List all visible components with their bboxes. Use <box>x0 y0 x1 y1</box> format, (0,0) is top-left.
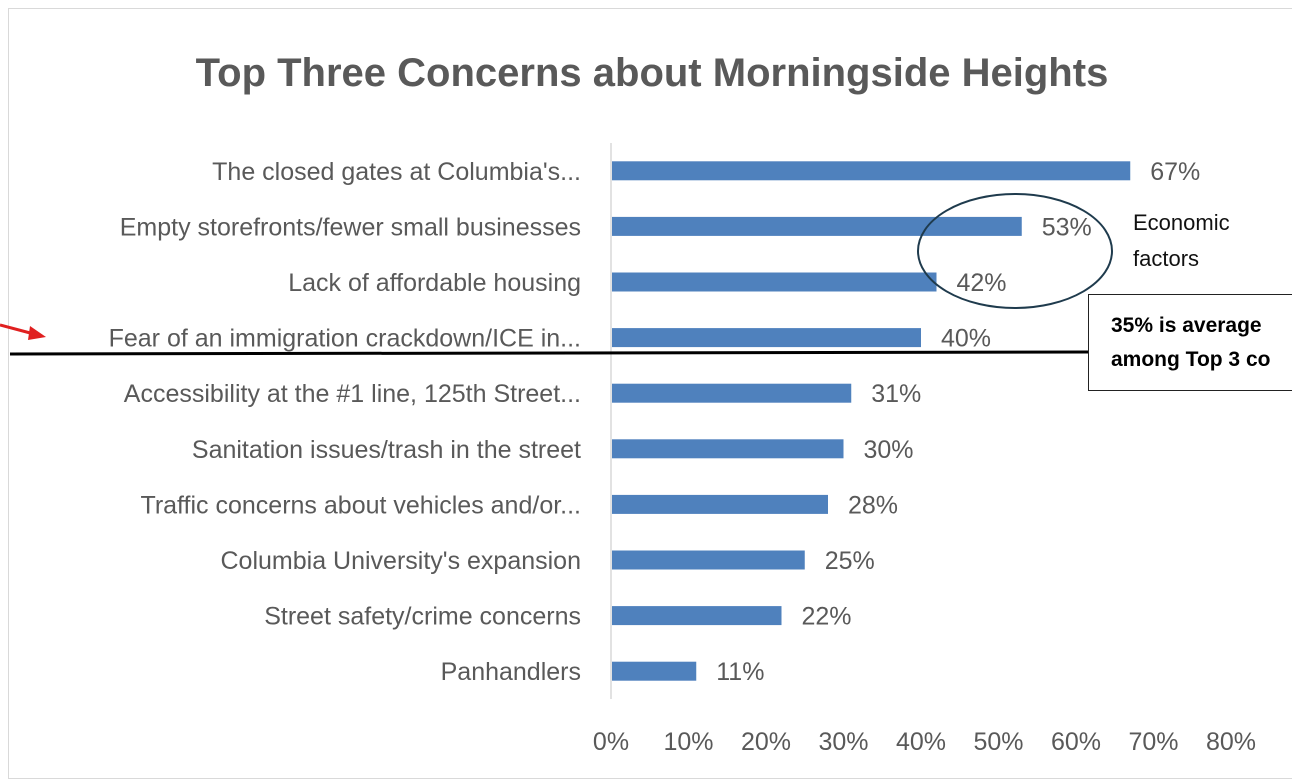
x-tick-5: 50% <box>973 728 1023 756</box>
data-label-10: 11% <box>716 658 764 686</box>
bar-3 <box>612 272 937 292</box>
data-labels: 67% 53% 42% 40% 31% 30% 28% 25% 22% 11% <box>716 158 1200 686</box>
data-label-6: 30% <box>864 436 914 464</box>
data-label-9: 22% <box>802 603 852 631</box>
data-label-7: 28% <box>848 491 898 519</box>
category-label-6: Sanitation issues/trash in the street <box>192 436 581 464</box>
data-label-3: 42% <box>957 269 1007 297</box>
category-labels: The closed gates at Columbia's... Empty s… <box>109 158 581 686</box>
x-tick-7: 70% <box>1128 728 1178 756</box>
category-label-4: Fear of an immigration crackdown/ICE in.… <box>109 325 581 353</box>
data-label-4: 40% <box>941 325 991 353</box>
x-tick-4: 40% <box>896 728 946 756</box>
category-label-3: Lack of affordable housing <box>288 269 581 297</box>
data-label-8: 25% <box>825 547 875 575</box>
bar-10 <box>612 661 697 681</box>
average-callout-line-1: 35% is average <box>1111 314 1262 337</box>
bar-1 <box>612 161 1131 181</box>
economic-label-line-1: Economic <box>1133 210 1230 235</box>
x-tick-1: 10% <box>663 728 713 756</box>
data-label-5: 31% <box>871 380 921 408</box>
x-tick-3: 30% <box>818 728 868 756</box>
average-callout-box: 35% is average among Top 3 co <box>1088 294 1292 391</box>
x-tick-8: 80% <box>1206 728 1256 756</box>
x-tick-2: 20% <box>741 728 791 756</box>
economic-factors-ellipse <box>917 193 1113 309</box>
x-tick-6: 60% <box>1051 728 1101 756</box>
bar-9 <box>612 606 782 626</box>
category-label-8: Columbia University's expansion <box>221 547 582 575</box>
category-label-2: Empty storefronts/fewer small businesses <box>120 213 581 241</box>
bar-7 <box>612 494 828 514</box>
bar-4 <box>612 328 921 348</box>
bar-6 <box>612 439 844 459</box>
category-label-1: The closed gates at Columbia's... <box>212 158 581 186</box>
red-arrow <box>0 323 46 340</box>
category-label-10: Panhandlers <box>441 658 581 686</box>
average-callout-line-2: among Top 3 co <box>1111 348 1271 371</box>
category-label-9: Street safety/crime concerns <box>264 603 581 631</box>
category-label-7: Traffic concerns about vehicles and/or..… <box>140 491 581 519</box>
x-axis-ticks: 0% 10% 20% 30% 40% 50% 60% 70% 80% <box>593 728 1256 756</box>
bar-2 <box>612 216 1022 236</box>
bar-8 <box>612 550 805 570</box>
economic-factors-label: Economic factors <box>1133 205 1230 277</box>
x-tick-0: 0% <box>593 728 629 756</box>
bar-5 <box>612 383 852 403</box>
chart-title: Top Three Concerns about Morningside Hei… <box>196 51 1109 95</box>
economic-label-line-2: factors <box>1133 246 1200 271</box>
category-label-5: Accessibility at the #1 line, 125th Stre… <box>124 380 581 408</box>
bars-layer <box>612 161 1131 681</box>
average-line <box>9 350 1091 356</box>
data-label-1: 67% <box>1150 158 1200 186</box>
data-label-2: 53% <box>1042 213 1092 241</box>
